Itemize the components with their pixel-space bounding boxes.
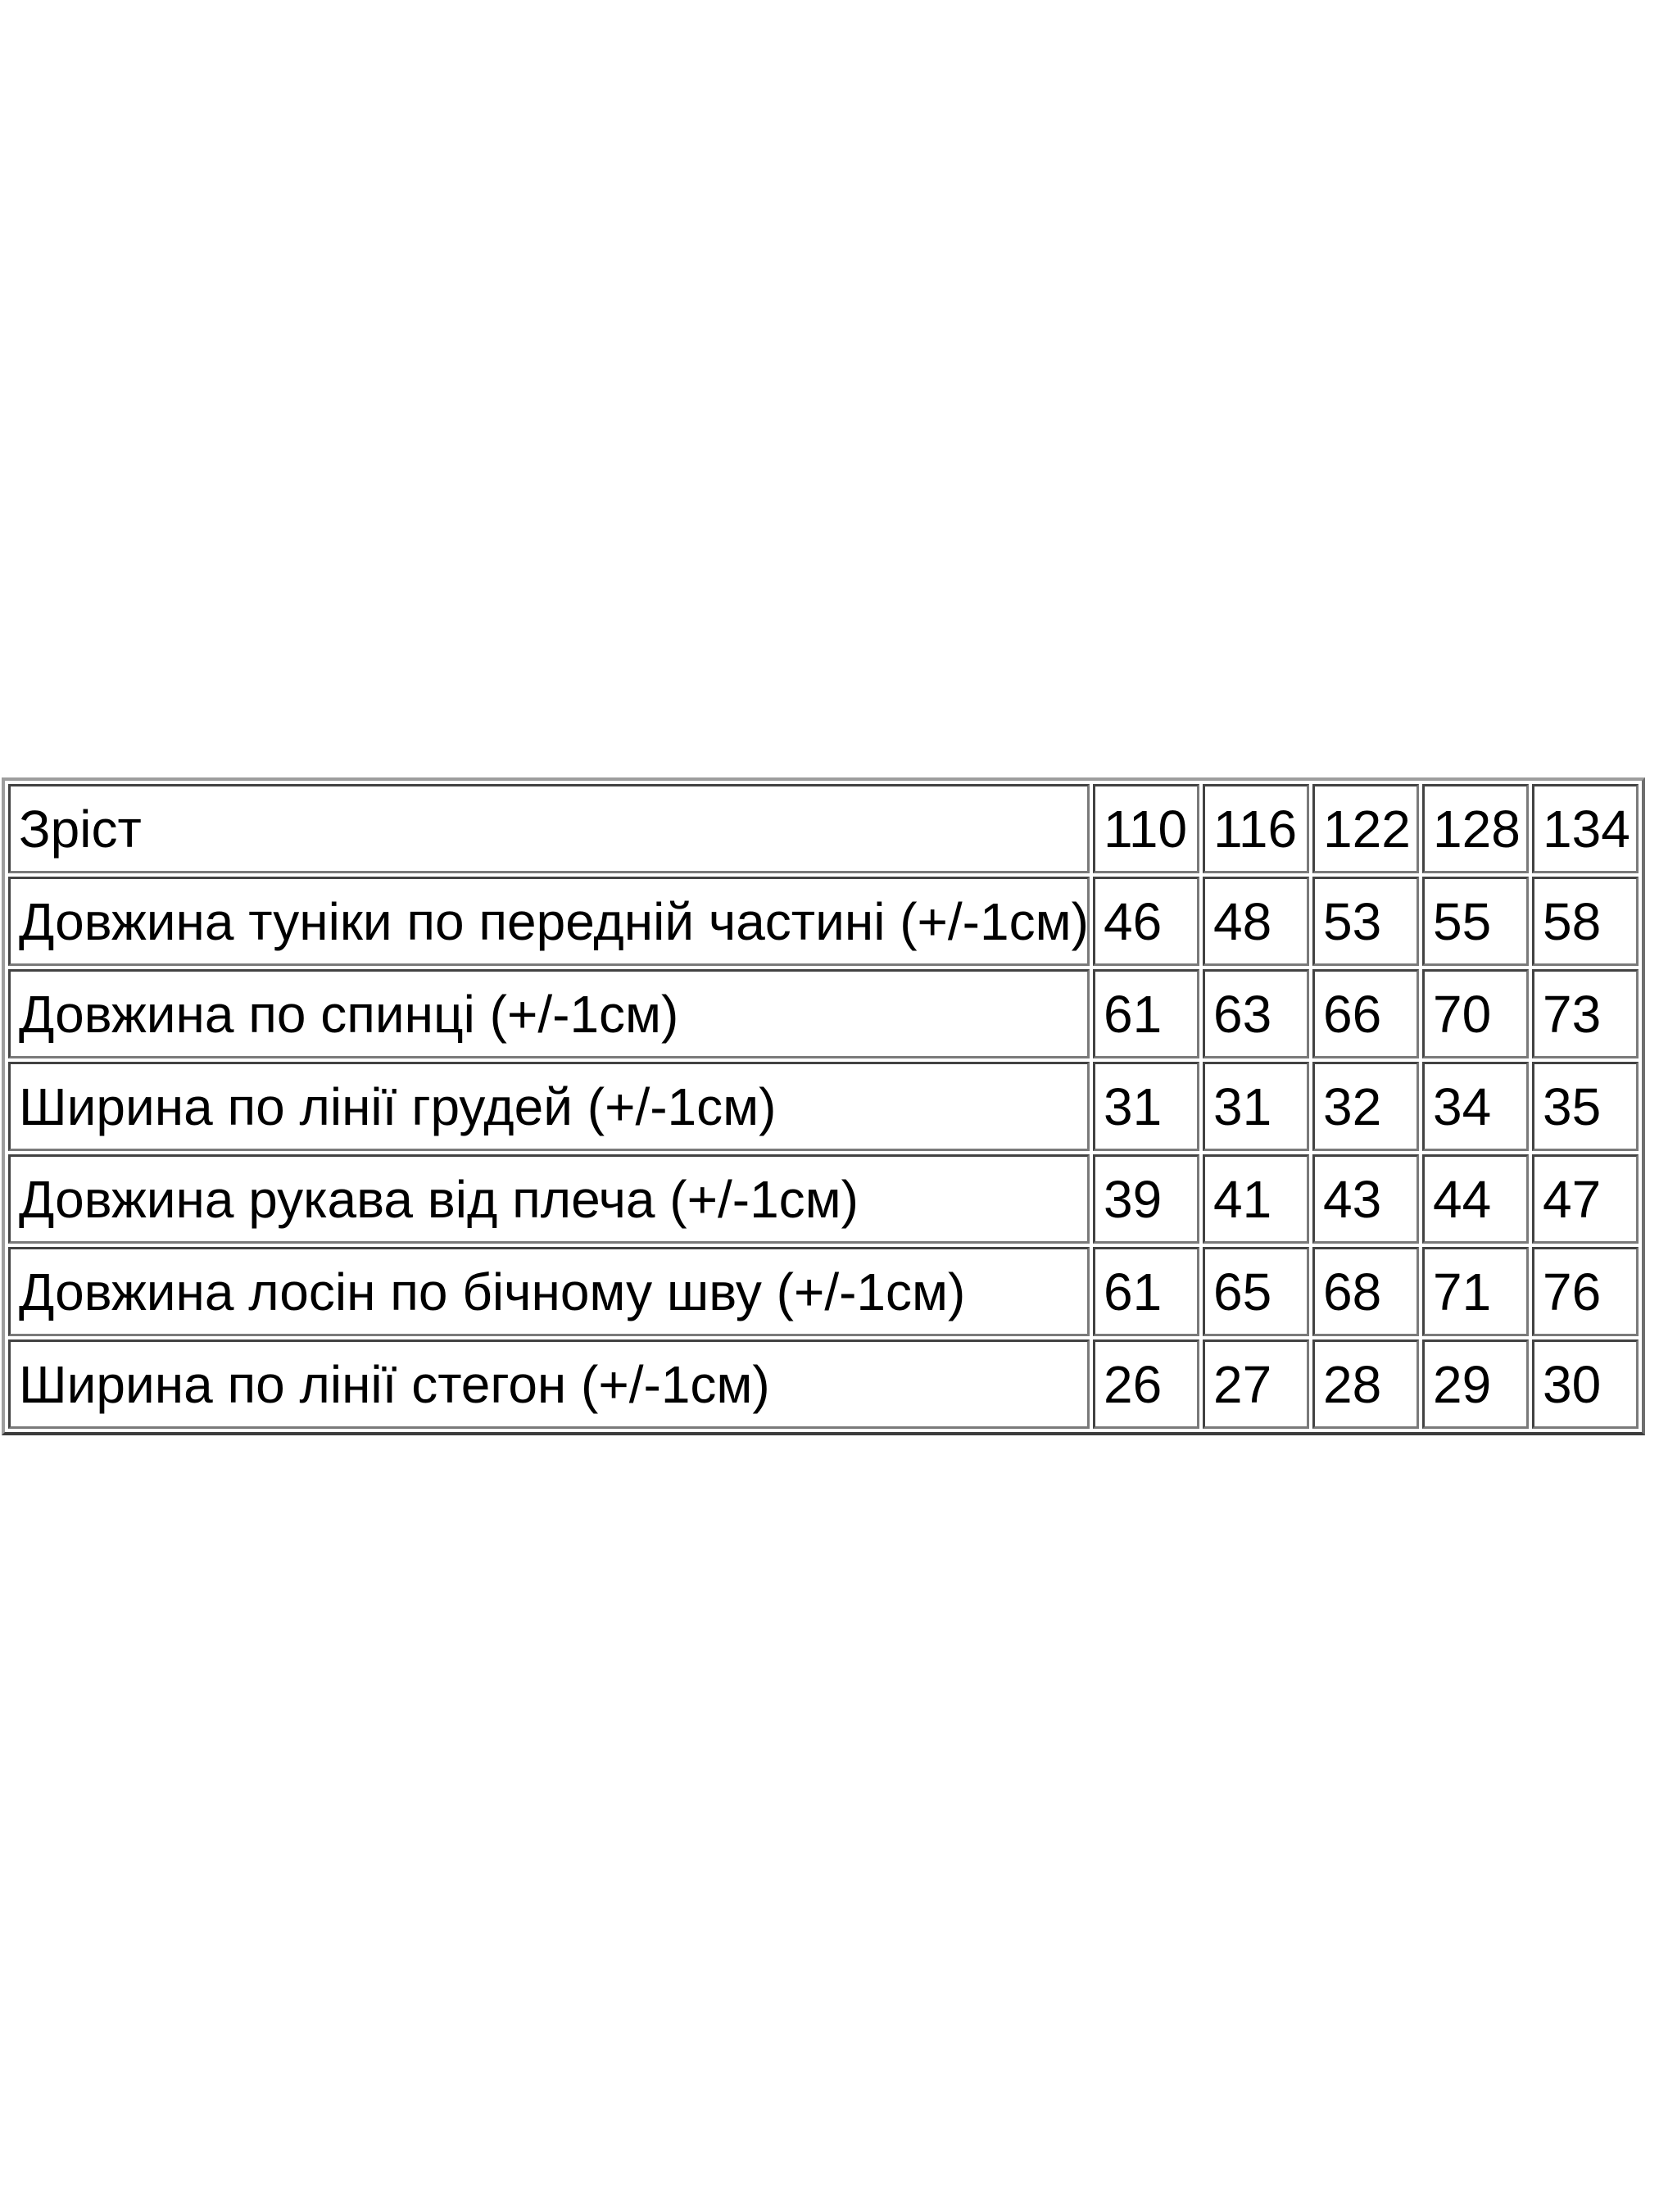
value-cell: 34 — [1422, 1062, 1529, 1151]
value-cell: 43 — [1312, 1154, 1419, 1244]
header-size-cell: 110 — [1093, 784, 1199, 873]
header-size-cell: 122 — [1312, 784, 1419, 873]
row-label-cell: Ширина по лінії стегон (+/-1см) — [8, 1339, 1090, 1429]
value-cell: 41 — [1203, 1154, 1309, 1244]
value-cell: 26 — [1093, 1339, 1199, 1429]
table-row: Довжина рукава від плеча (+/-1см) 39 41 … — [8, 1154, 1639, 1244]
value-cell: 61 — [1093, 969, 1199, 1058]
table-row: Довжина туніки по передній частині (+/-1… — [8, 877, 1639, 966]
value-cell: 63 — [1203, 969, 1309, 1058]
value-cell: 70 — [1422, 969, 1529, 1058]
value-cell: 73 — [1532, 969, 1639, 1058]
row-label-cell: Ширина по лінії грудей (+/-1см) — [8, 1062, 1090, 1151]
value-cell: 71 — [1422, 1247, 1529, 1336]
value-cell: 66 — [1312, 969, 1419, 1058]
value-cell: 58 — [1532, 877, 1639, 966]
row-label-cell: Довжина лосін по бічному шву (+/-1см) — [8, 1247, 1090, 1336]
value-cell: 44 — [1422, 1154, 1529, 1244]
value-cell: 39 — [1093, 1154, 1199, 1244]
value-cell: 61 — [1093, 1247, 1199, 1336]
header-size-cell: 128 — [1422, 784, 1529, 873]
value-cell: 65 — [1203, 1247, 1309, 1336]
value-cell: 31 — [1203, 1062, 1309, 1151]
value-cell: 35 — [1532, 1062, 1639, 1151]
value-cell: 28 — [1312, 1339, 1419, 1429]
value-cell: 47 — [1532, 1154, 1639, 1244]
table-row: Довжина лосін по бічному шву (+/-1см) 61… — [8, 1247, 1639, 1336]
value-cell: 29 — [1422, 1339, 1529, 1429]
value-cell: 68 — [1312, 1247, 1419, 1336]
table-row: Довжина по спинці (+/-1см) 61 63 66 70 7… — [8, 969, 1639, 1058]
value-cell: 31 — [1093, 1062, 1199, 1151]
header-label-cell: Зріст — [8, 784, 1090, 873]
row-label-cell: Довжина по спинці (+/-1см) — [8, 969, 1090, 1058]
header-size-cell: 116 — [1203, 784, 1309, 873]
value-cell: 76 — [1532, 1247, 1639, 1336]
header-size-cell: 134 — [1532, 784, 1639, 873]
value-cell: 53 — [1312, 877, 1419, 966]
table-row: Ширина по лінії грудей (+/-1см) 31 31 32… — [8, 1062, 1639, 1151]
value-cell: 27 — [1203, 1339, 1309, 1429]
value-cell: 48 — [1203, 877, 1309, 966]
value-cell: 55 — [1422, 877, 1529, 966]
size-chart-table: Зріст 110 116 122 128 134 Довжина туніки… — [2, 777, 1645, 1435]
value-cell: 30 — [1532, 1339, 1639, 1429]
row-label-cell: Довжина туніки по передній частині (+/-1… — [8, 877, 1090, 966]
table-row: Ширина по лінії стегон (+/-1см) 26 27 28… — [8, 1339, 1639, 1429]
header-row: Зріст 110 116 122 128 134 — [8, 784, 1639, 873]
row-label-cell: Довжина рукава від плеча (+/-1см) — [8, 1154, 1090, 1244]
value-cell: 46 — [1093, 877, 1199, 966]
value-cell: 32 — [1312, 1062, 1419, 1151]
